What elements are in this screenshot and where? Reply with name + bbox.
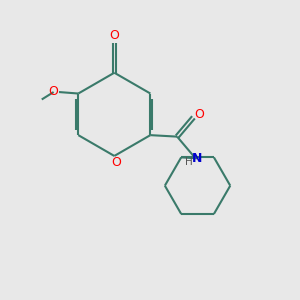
Text: H: H [185, 158, 193, 167]
Text: O: O [110, 29, 119, 42]
Text: O: O [194, 108, 204, 121]
Text: N: N [192, 152, 202, 165]
Text: O: O [49, 85, 58, 98]
Text: O: O [111, 156, 121, 169]
